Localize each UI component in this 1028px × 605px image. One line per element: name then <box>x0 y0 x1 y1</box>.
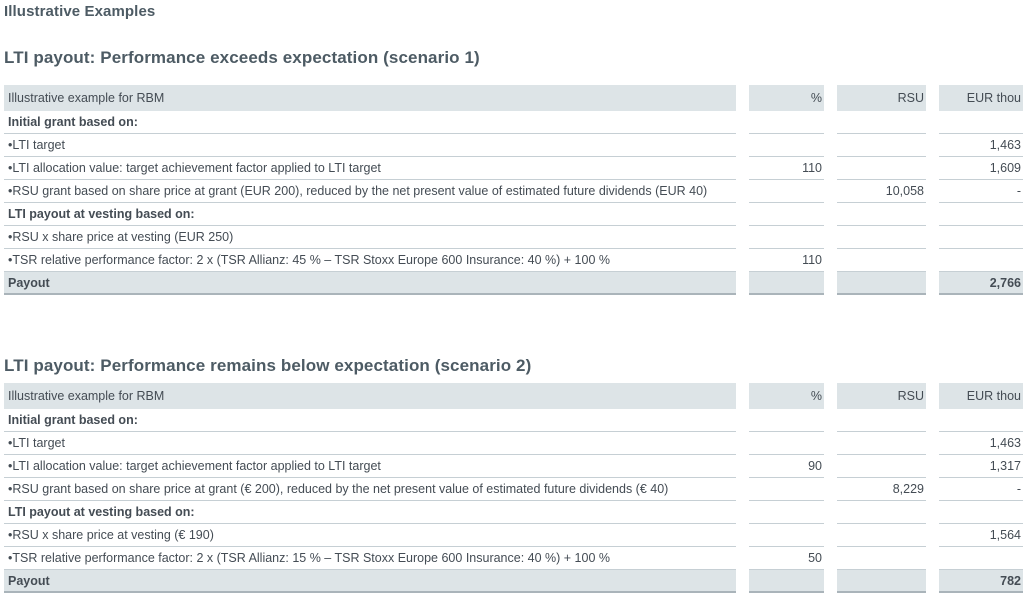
row-value-percent: 110 <box>749 249 824 272</box>
row-label: Initial grant based on: <box>4 409 736 432</box>
row-value-rsu <box>837 455 926 478</box>
column-header-rsu: RSU <box>837 85 926 111</box>
row-label: •RSU x share price at vesting (EUR 250) <box>4 226 736 249</box>
table-row: •RSU x share price at vesting (EUR 250) <box>4 226 1023 249</box>
row-value-percent <box>749 570 824 593</box>
table-row: Initial grant based on: <box>4 409 1023 432</box>
column-header-eur-thou: EUR thou <box>939 383 1023 409</box>
row-value-percent <box>749 501 824 524</box>
row-value-percent <box>749 111 824 134</box>
row-value-eur-thou: 1,564 <box>939 524 1023 547</box>
table-row: •TSR relative performance factor: 2 x (T… <box>4 249 1023 272</box>
row-value-eur-thou <box>939 501 1023 524</box>
row-value-rsu <box>837 226 926 249</box>
row-value-eur-thou <box>939 409 1023 432</box>
table-row: LTI payout at vesting based on: <box>4 501 1023 524</box>
row-value-eur-thou: - <box>939 180 1023 203</box>
column-header-percent: % <box>749 383 824 409</box>
row-value-rsu <box>837 570 926 593</box>
row-value-percent <box>749 203 824 226</box>
row-value-rsu <box>837 157 926 180</box>
row-value-rsu <box>837 501 926 524</box>
row-label: •RSU grant based on share price at grant… <box>4 478 736 501</box>
row-value-rsu <box>837 134 926 157</box>
scenario-1-heading: LTI payout: Performance exceeds expectat… <box>4 48 480 67</box>
table-row: •LTI target 1,463 <box>4 432 1023 455</box>
row-label: Payout <box>4 272 736 295</box>
row-label: LTI payout at vesting based on: <box>4 501 736 524</box>
row-value-rsu <box>837 272 926 295</box>
row-value-percent <box>749 272 824 295</box>
row-value-rsu <box>837 524 926 547</box>
row-label: Payout <box>4 570 736 593</box>
column-header-rsu: RSU <box>837 383 926 409</box>
row-value-percent: 110 <box>749 157 824 180</box>
table-row: •LTI target 1,463 <box>4 134 1023 157</box>
row-value-percent <box>749 478 824 501</box>
table-row: Payout 782 <box>4 570 1023 593</box>
row-value-eur-thou: 1,463 <box>939 432 1023 455</box>
row-value-rsu <box>837 203 926 226</box>
row-label: •LTI target <box>4 432 736 455</box>
table-row: •LTI allocation value: target achievemen… <box>4 455 1023 478</box>
row-value-eur-thou: 2,766 <box>939 272 1023 295</box>
row-label: •LTI target <box>4 134 736 157</box>
row-value-rsu: 10,058 <box>837 180 926 203</box>
column-header-percent: % <box>749 85 824 111</box>
row-value-eur-thou: 782 <box>939 570 1023 593</box>
row-value-percent <box>749 432 824 455</box>
row-value-percent <box>749 524 824 547</box>
row-value-eur-thou <box>939 547 1023 570</box>
row-value-percent <box>749 409 824 432</box>
row-label: •LTI allocation value: target achievemen… <box>4 455 736 478</box>
table-row: Payout 2,766 <box>4 272 1023 295</box>
row-label: •TSR relative performance factor: 2 x (T… <box>4 547 736 570</box>
row-value-rsu <box>837 547 926 570</box>
table-row: Initial grant based on: <box>4 111 1023 134</box>
row-value-eur-thou <box>939 203 1023 226</box>
row-label: LTI payout at vesting based on: <box>4 203 736 226</box>
section-scenario-2: LTI payout: Performance remains below ex… <box>4 356 1023 593</box>
row-value-percent <box>749 180 824 203</box>
table-row: •RSU grant based on share price at grant… <box>4 478 1023 501</box>
row-value-rsu <box>837 111 926 134</box>
row-value-eur-thou <box>939 226 1023 249</box>
scenario-2-table: Illustrative example for RBM % RSU EUR t… <box>4 383 1023 593</box>
column-header-eur-thou: EUR thou <box>939 85 1023 111</box>
row-value-rsu: 8,229 <box>837 478 926 501</box>
table-row: •RSU grant based on share price at grant… <box>4 180 1023 203</box>
section-scenario-1: LTI payout: Performance exceeds expectat… <box>4 48 1023 295</box>
row-label: Initial grant based on: <box>4 111 736 134</box>
table-header-row: Illustrative example for RBM % RSU EUR t… <box>4 85 1023 111</box>
row-value-eur-thou: 1,463 <box>939 134 1023 157</box>
table-row: •TSR relative performance factor: 2 x (T… <box>4 547 1023 570</box>
scenario-2-heading: LTI payout: Performance remains below ex… <box>4 356 532 375</box>
row-value-eur-thou: - <box>939 478 1023 501</box>
row-value-rsu <box>837 432 926 455</box>
scenario-1-table: Illustrative example for RBM % RSU EUR t… <box>4 85 1023 295</box>
table-row: LTI payout at vesting based on: <box>4 203 1023 226</box>
row-label: •RSU grant based on share price at grant… <box>4 180 736 203</box>
row-value-rsu <box>837 249 926 272</box>
row-value-percent <box>749 226 824 249</box>
row-label: •LTI allocation value: target achievemen… <box>4 157 736 180</box>
row-value-rsu <box>837 409 926 432</box>
row-label: •RSU x share price at vesting (€ 190) <box>4 524 736 547</box>
row-value-eur-thou: 1,609 <box>939 157 1023 180</box>
row-label: •TSR relative performance factor: 2 x (T… <box>4 249 736 272</box>
row-value-eur-thou: 1,317 <box>939 455 1023 478</box>
table-corner-label: Illustrative example for RBM <box>4 383 736 409</box>
row-value-percent: 50 <box>749 547 824 570</box>
row-value-percent <box>749 134 824 157</box>
table-header-row: Illustrative example for RBM % RSU EUR t… <box>4 383 1023 409</box>
row-value-eur-thou <box>939 111 1023 134</box>
row-value-eur-thou <box>939 249 1023 272</box>
table-row: •RSU x share price at vesting (€ 190) 1,5… <box>4 524 1023 547</box>
table-corner-label: Illustrative example for RBM <box>4 85 736 111</box>
row-value-percent: 90 <box>749 455 824 478</box>
page-title: Illustrative Examples <box>4 3 156 20</box>
table-row: •LTI allocation value: target achievemen… <box>4 157 1023 180</box>
